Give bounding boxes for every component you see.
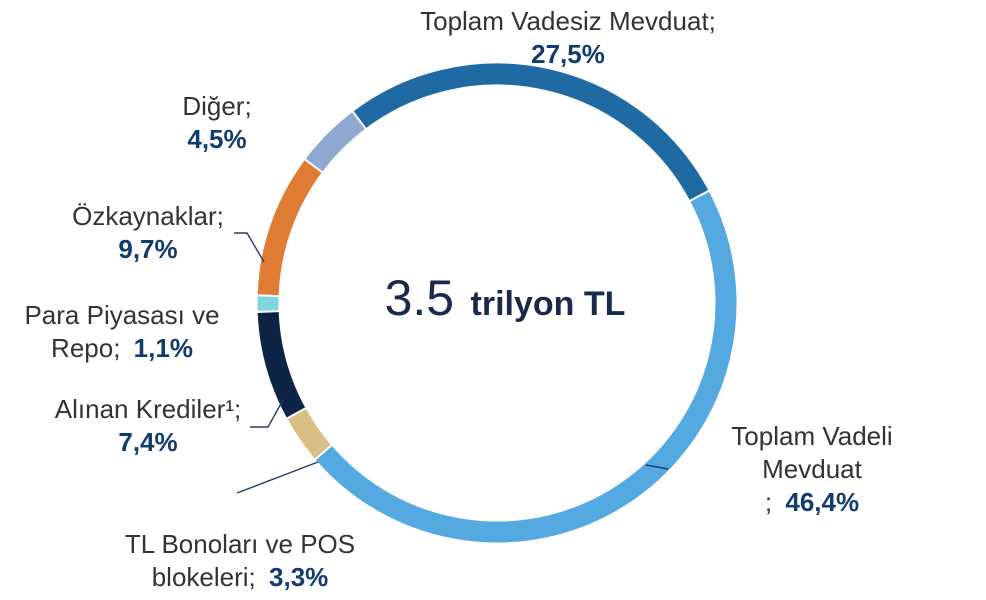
slice-label-bonolar-line1: TL Bonoları ve POS	[125, 529, 355, 559]
slice-label-vadeli-line2: Mevduat	[762, 454, 862, 484]
slice-value-line-vadeli: ; 46,4%	[765, 487, 859, 517]
donut-slice-ozkaynaklar	[257, 160, 322, 296]
center-value: 3.5	[385, 270, 455, 326]
slice-label-repo-line2-group: Repo; 1,1%	[51, 333, 193, 363]
leader-krediler	[250, 399, 284, 428]
slice-value-prefix-vadeli: ;	[765, 487, 772, 517]
leader-ozkaynaklar	[234, 232, 265, 263]
slice-label-diger: Diğer;	[182, 91, 251, 121]
slice-value-ozkaynaklar: 9,7%	[118, 234, 177, 264]
center-total: 3.5 trilyon TL	[385, 270, 626, 326]
slice-label-krediler: Alınan Krediler¹;	[55, 394, 241, 424]
leader-vadeli	[645, 464, 669, 470]
donut-slices	[257, 63, 737, 543]
donut-slice-vadeli	[316, 191, 737, 543]
slice-value-vadesiz: 27,5%	[531, 39, 605, 69]
slice-label-vadeli-line1: Toplam Vadeli	[731, 421, 892, 451]
slice-label-repo-line1: Para Piyasası ve	[24, 300, 219, 330]
slice-value-krediler: 7,4%	[118, 427, 177, 457]
donut-slice-krediler	[257, 311, 306, 418]
center-unit: trilyon TL	[471, 285, 626, 323]
donut-slice-vadesiz	[353, 63, 709, 200]
leader-bonolar	[236, 461, 319, 494]
donut-slice-bonolar	[287, 408, 331, 459]
slice-value-bonolar: 3,3%	[269, 562, 328, 592]
slice-label-repo-line2: Repo;	[51, 333, 120, 363]
slice-label-vadesiz: Toplam Vadesiz Mevduat;	[420, 6, 716, 36]
slice-value-diger: 4,5%	[187, 124, 246, 154]
slice-value-vadeli: 46,4%	[785, 487, 859, 517]
slice-label-bonolar-line2-group: blokeleri; 3,3%	[152, 562, 329, 592]
slice-value-repo: 1,1%	[134, 333, 193, 363]
slice-label-bonolar-line2: blokeleri;	[152, 562, 256, 592]
donut-slice-diger	[305, 112, 365, 172]
slice-label-ozkaynaklar: Özkaynaklar;	[72, 201, 224, 231]
